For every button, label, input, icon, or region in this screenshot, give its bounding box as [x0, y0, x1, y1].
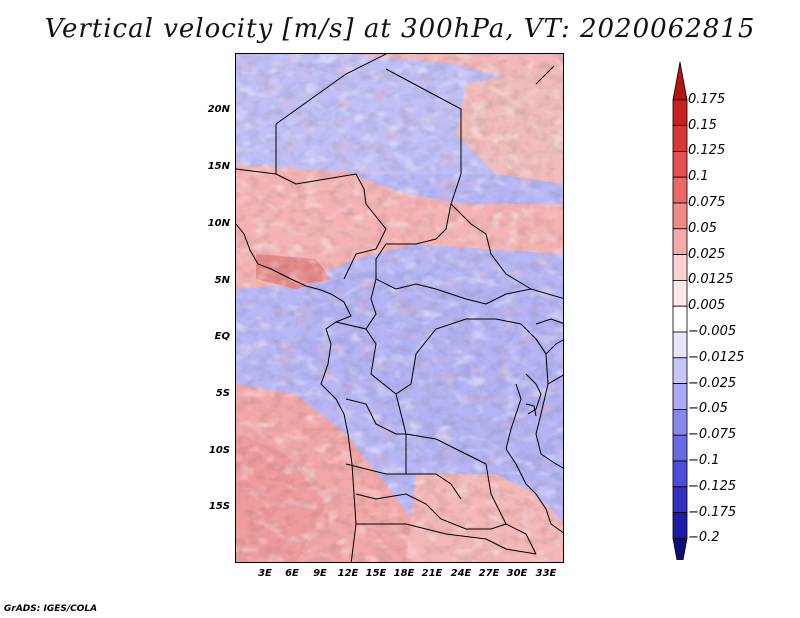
colorbar-label: 0.125	[688, 143, 726, 159]
lat-tick-5s: 5S	[215, 388, 230, 399]
colorbar-label: −0.05	[688, 401, 728, 417]
lat-tick-10n: 10N	[207, 218, 230, 229]
lon-tick-15e: 15E	[365, 568, 387, 579]
colorbar-cell	[672, 279, 688, 307]
colorbar-label: 0.075	[688, 195, 726, 210]
plot-title: Vertical velocity [m/s] at 300hPa, VT: 2…	[44, 14, 756, 44]
colorbar-label: −0.005	[688, 324, 737, 339]
colorbar-label: 0.0125	[688, 272, 734, 288]
lon-tick-24e: 24E	[450, 568, 472, 579]
colorbar-label: −0.075	[688, 427, 737, 443]
lon-tick-12e: 12E	[337, 568, 359, 579]
lon-tick-18e: 18E	[393, 568, 415, 579]
lon-tick-6e: 6E	[285, 568, 299, 579]
colorbar-cell	[672, 254, 688, 281]
colorbar-label: 0.1	[688, 169, 709, 185]
colorbar-cell	[672, 125, 688, 152]
colorbar-cell	[672, 99, 688, 126]
colorbar-label: −0.125	[688, 478, 737, 494]
colorbar-label: −0.025	[688, 375, 737, 391]
map-panel	[235, 53, 564, 563]
colorbar-label: −0.1	[688, 453, 720, 468]
lon-tick-9e: 9E	[313, 568, 327, 579]
lat-tick-10s: 10S	[208, 445, 230, 456]
colorbar-label: 0.025	[688, 246, 726, 262]
lat-tick-15n: 15N	[207, 161, 230, 172]
lat-tick-15s: 15S	[208, 501, 230, 512]
colorbar-cell	[672, 176, 688, 204]
colorbar-cell	[672, 61, 688, 101]
colorbar-cell	[672, 383, 688, 410]
lat-tick-eq: EQ	[214, 331, 230, 342]
colorbar-cell	[672, 331, 688, 359]
colorbar-label: 0.175	[688, 91, 726, 107]
colorbar-cell	[672, 408, 688, 436]
colorbar-label: 0.05	[688, 220, 717, 236]
lon-tick-33e: 33E	[535, 568, 557, 579]
colorbar-cell	[672, 486, 688, 513]
colorbar-cell	[672, 434, 688, 462]
colorbar-cell	[672, 537, 688, 560]
velocity-field	[236, 54, 563, 562]
colorbar	[672, 61, 688, 560]
colorbar-label: −0.2	[688, 530, 720, 546]
colorbar-cell	[672, 512, 688, 539]
colorbar-cell	[672, 305, 688, 333]
lon-tick-21e: 21E	[421, 568, 443, 579]
lat-tick-20n: 20N	[207, 104, 230, 115]
footer-credit: GrADS: IGES/COLA	[4, 604, 98, 614]
lon-tick-30e: 30E	[506, 568, 528, 579]
colorbar-label: 0.15	[688, 117, 717, 133]
lon-tick-27e: 27E	[478, 568, 500, 579]
lon-tick-3e: 3E	[258, 568, 272, 579]
colorbar-cell	[672, 151, 688, 178]
colorbar-cell	[672, 228, 688, 256]
lat-tick-5n: 5N	[214, 275, 230, 286]
colorbar-cell	[672, 357, 688, 384]
colorbar-cell	[672, 460, 688, 488]
colorbar-label: −0.175	[688, 504, 737, 520]
colorbar-label: −0.0125	[688, 349, 745, 365]
colorbar-label: 0.005	[688, 298, 726, 314]
colorbar-cell	[672, 202, 688, 230]
